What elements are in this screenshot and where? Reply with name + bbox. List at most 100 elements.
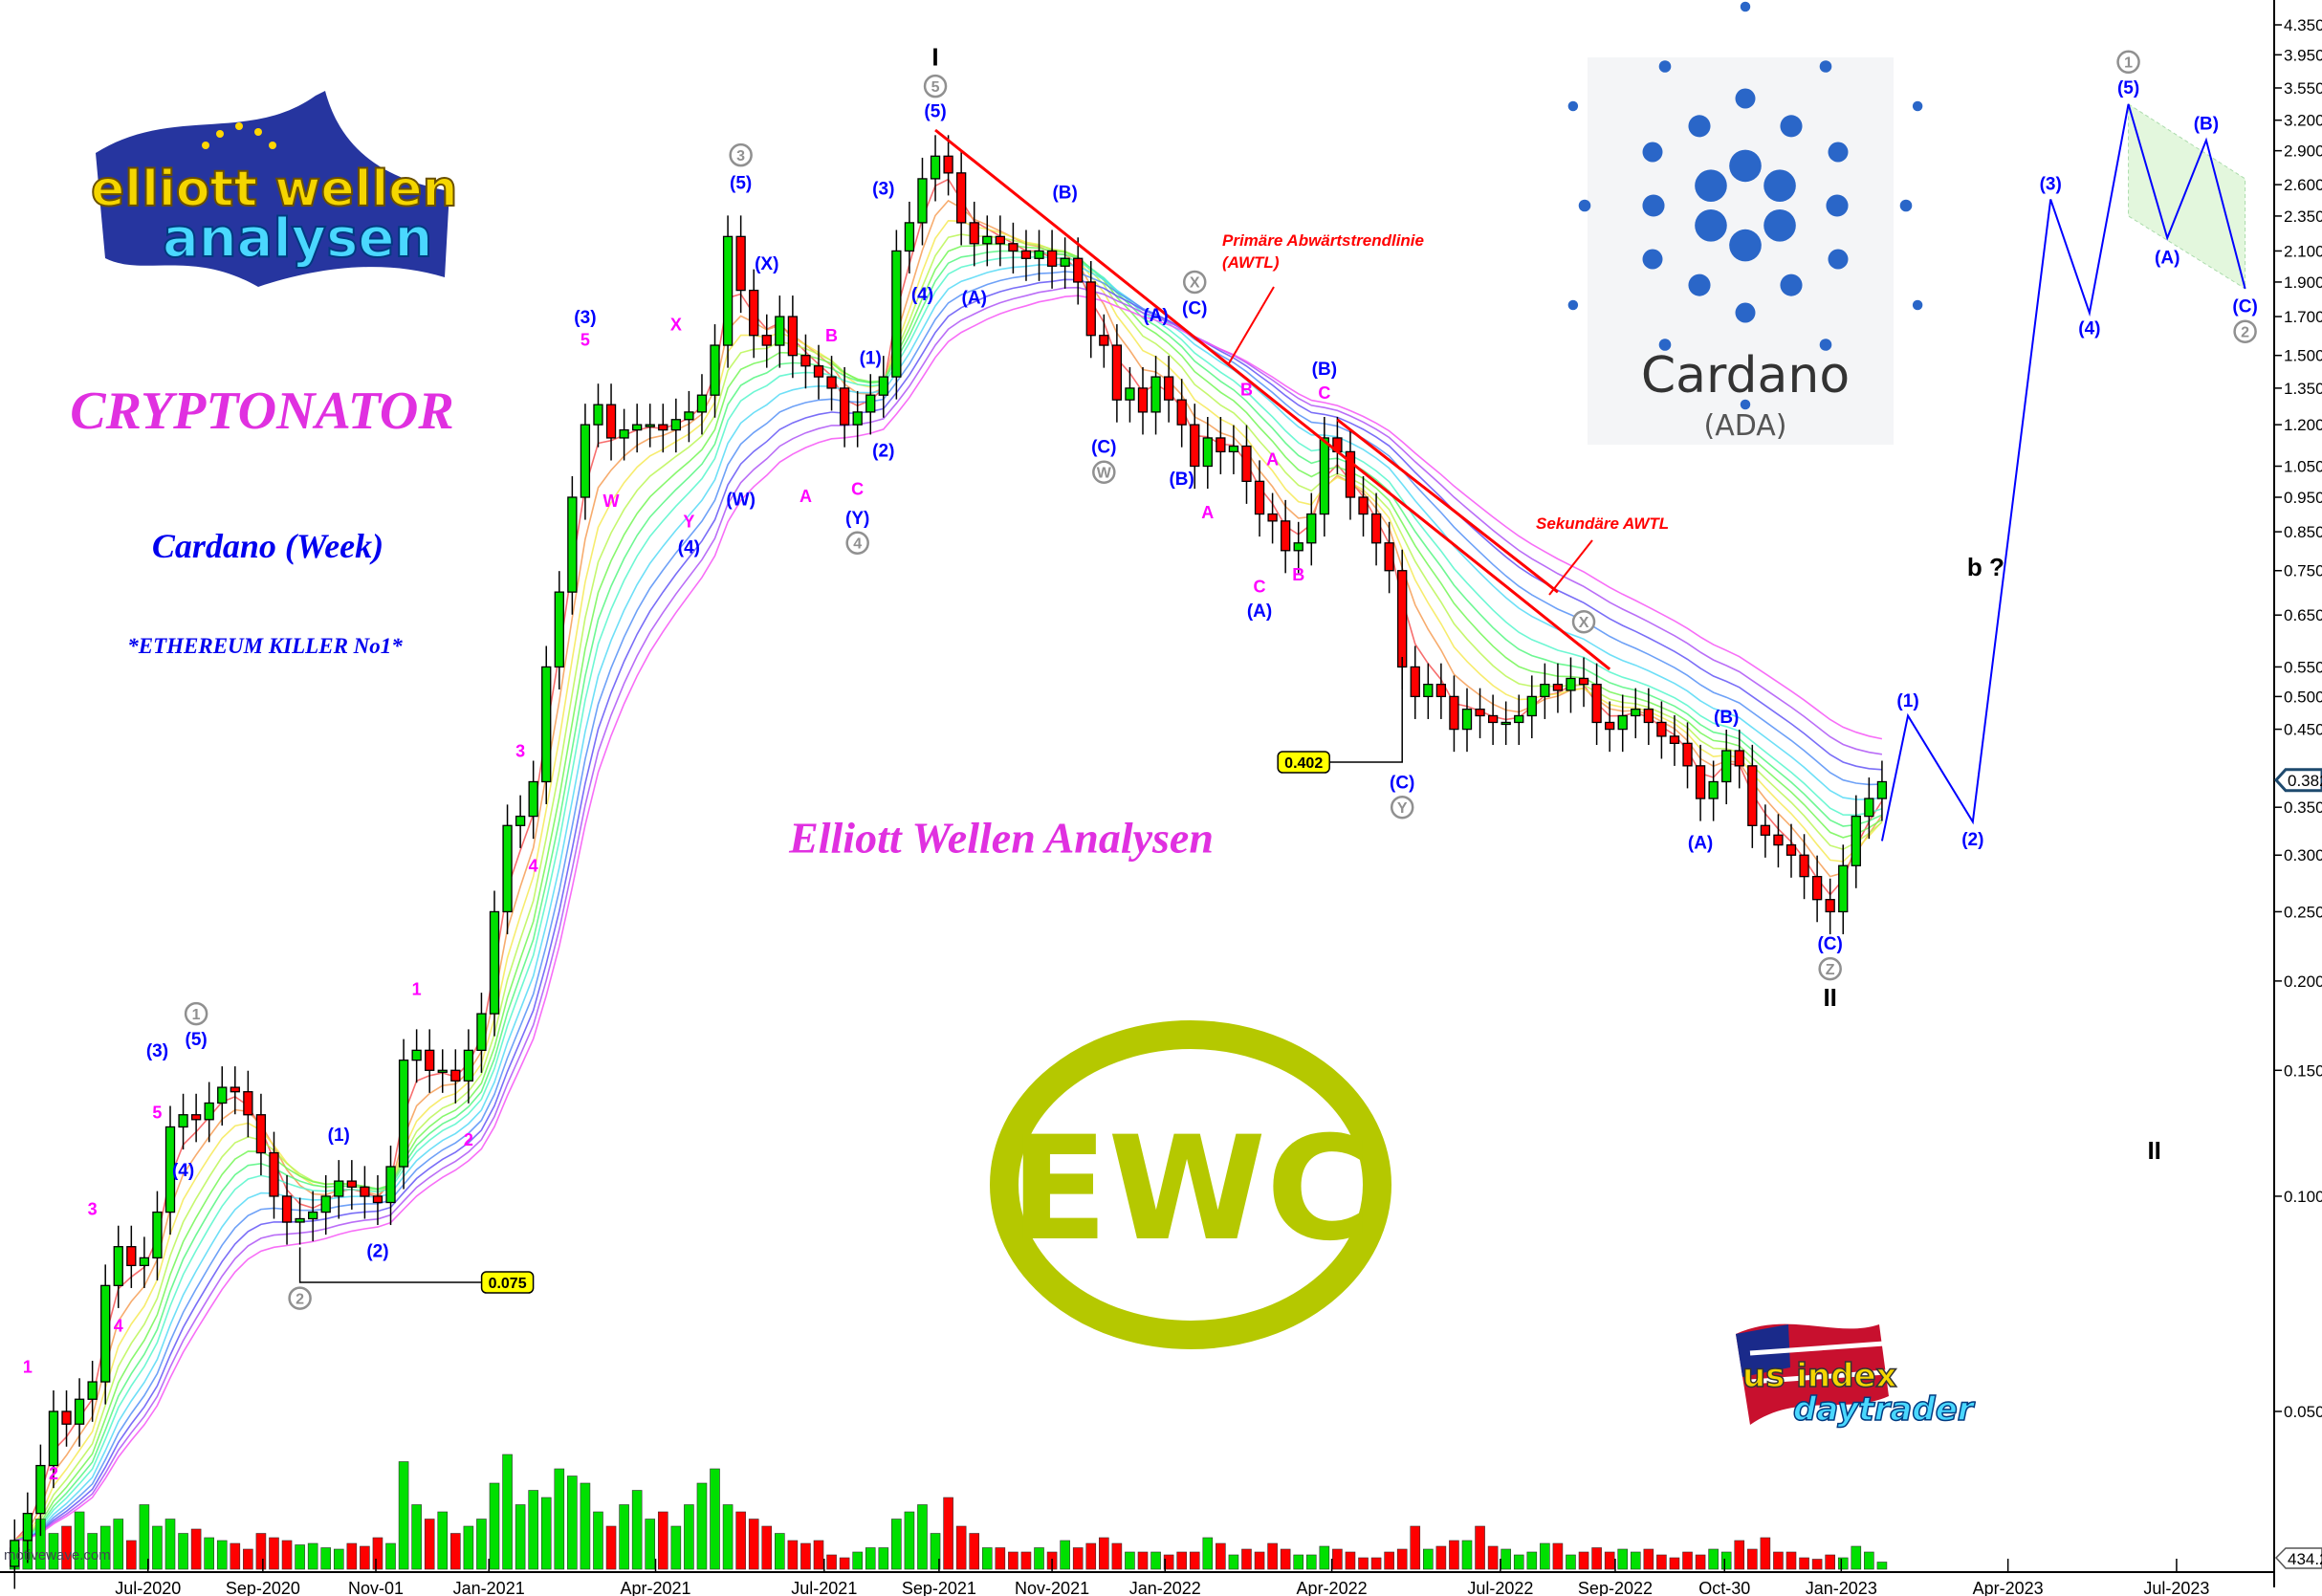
cardano-dot	[1658, 60, 1672, 73]
price-tick-label: 0.150	[2284, 1061, 2322, 1080]
wave-circle-icon	[1818, 956, 1842, 981]
wave-circle-icon	[845, 531, 869, 556]
wave-label: II	[2147, 1136, 2160, 1165]
volume-bar	[930, 1533, 941, 1570]
candle-body	[1811, 875, 1823, 901]
wave-label: (3)	[2040, 175, 2062, 195]
wave-label: (B)	[1312, 360, 1337, 380]
volume-bar	[1566, 1554, 1576, 1570]
volume-bar	[1228, 1554, 1239, 1570]
volume-bar	[710, 1468, 720, 1570]
volume-bar	[502, 1454, 513, 1570]
candle-body	[385, 1166, 396, 1204]
candle-body	[10, 1540, 20, 1567]
wave-label: (2)	[872, 441, 894, 461]
volume-bar	[190, 1528, 202, 1570]
primary-note-pointer	[1228, 286, 1275, 364]
primary-note-line2: (AWTL)	[1222, 253, 1280, 272]
volume-bar	[515, 1504, 526, 1570]
candle-body	[722, 235, 734, 346]
wave-label: (C)	[1182, 298, 1207, 318]
volume-bar	[995, 1547, 1006, 1570]
wave-label: b ?	[1967, 553, 2004, 581]
price-tick-label: 0.050	[2284, 1403, 2322, 1421]
candle-body	[190, 1114, 202, 1121]
volume-bar	[645, 1519, 656, 1570]
price-tick-label: 2.600	[2284, 176, 2322, 194]
price-tick-label: 0.650	[2284, 606, 2322, 624]
price-tick-label: 3.950	[2284, 46, 2322, 64]
volume-bar	[1526, 1551, 1538, 1570]
candle-body	[1370, 513, 1382, 544]
candle-body	[1605, 721, 1615, 731]
candle-body	[1293, 542, 1303, 552]
candle-body	[1591, 684, 1602, 724]
wave-label: (X)	[755, 254, 778, 274]
candle-body	[308, 1211, 318, 1220]
volume-bar	[1305, 1554, 1317, 1570]
candle-body	[1785, 843, 1797, 856]
wave-label: Z	[1826, 962, 1835, 978]
cardano-dot	[1658, 339, 1672, 351]
candle-body	[891, 250, 902, 378]
candle-body	[281, 1195, 293, 1223]
wave-projection-line	[1880, 103, 2246, 842]
wave-circle-icon	[1092, 460, 1116, 484]
volume-bar	[1513, 1554, 1524, 1570]
volume-bar	[800, 1542, 811, 1570]
cardano-dot	[1567, 100, 1579, 112]
cardano-name: Cardano	[1641, 347, 1850, 404]
center-title: Elliott Wellen Analysen	[789, 813, 1214, 863]
candle-body	[1695, 765, 1706, 799]
candle-body	[1501, 721, 1511, 726]
candle-body	[164, 1126, 176, 1213]
volume-bar	[904, 1511, 915, 1570]
star-icons	[202, 122, 276, 149]
candle-body	[1020, 250, 1032, 259]
volume-bars	[9, 1454, 1888, 1570]
volume-bar	[398, 1461, 409, 1570]
cardano-dot	[1729, 229, 1762, 262]
candle-body	[1514, 714, 1524, 724]
volume-bar	[852, 1551, 863, 1570]
candle-body	[1397, 570, 1408, 668]
volume-bar	[346, 1542, 358, 1570]
price-tick-label: 2.350	[2284, 208, 2322, 226]
candles	[10, 135, 1888, 1589]
wave-label: (5)	[924, 102, 946, 122]
volume-bar	[567, 1476, 578, 1570]
volume-bar	[865, 1547, 876, 1570]
candle-body	[1747, 765, 1758, 826]
candle-body	[813, 365, 824, 378]
volume-bar	[463, 1525, 474, 1570]
candle-body	[1267, 513, 1278, 522]
price-tick-label: 2.900	[2284, 142, 2322, 161]
callout-line	[298, 1247, 482, 1283]
wave-label: 5	[580, 330, 590, 349]
wave-circle-icon	[1390, 795, 1414, 820]
candle-body	[839, 387, 850, 426]
ema-line	[14, 255, 1883, 1541]
volume-bar	[243, 1548, 253, 1570]
wave-circle-icon	[2116, 50, 2140, 75]
price-tick-label: 4.350	[2284, 16, 2322, 34]
candle-body	[645, 424, 655, 427]
volume-bar	[1085, 1542, 1097, 1570]
volume-bar	[684, 1504, 694, 1570]
volume-bar	[605, 1525, 617, 1570]
price-tick-label: 1.900	[2284, 273, 2322, 292]
volume-bar	[204, 1537, 214, 1570]
volume-bar	[372, 1537, 383, 1570]
volume-bar	[87, 1533, 98, 1570]
price-tick-label: 1.350	[2284, 380, 2322, 398]
wave-label: 2	[464, 1130, 473, 1149]
candle-body	[1073, 257, 1084, 283]
ewc-logo: EWC	[990, 1020, 1391, 1349]
time-tick-label: Nov-01	[348, 1579, 404, 1596]
wave-label: 1	[192, 1007, 201, 1023]
volume-bar	[748, 1519, 759, 1570]
candle-body	[1423, 684, 1434, 698]
cardano-dot	[1735, 88, 1756, 109]
